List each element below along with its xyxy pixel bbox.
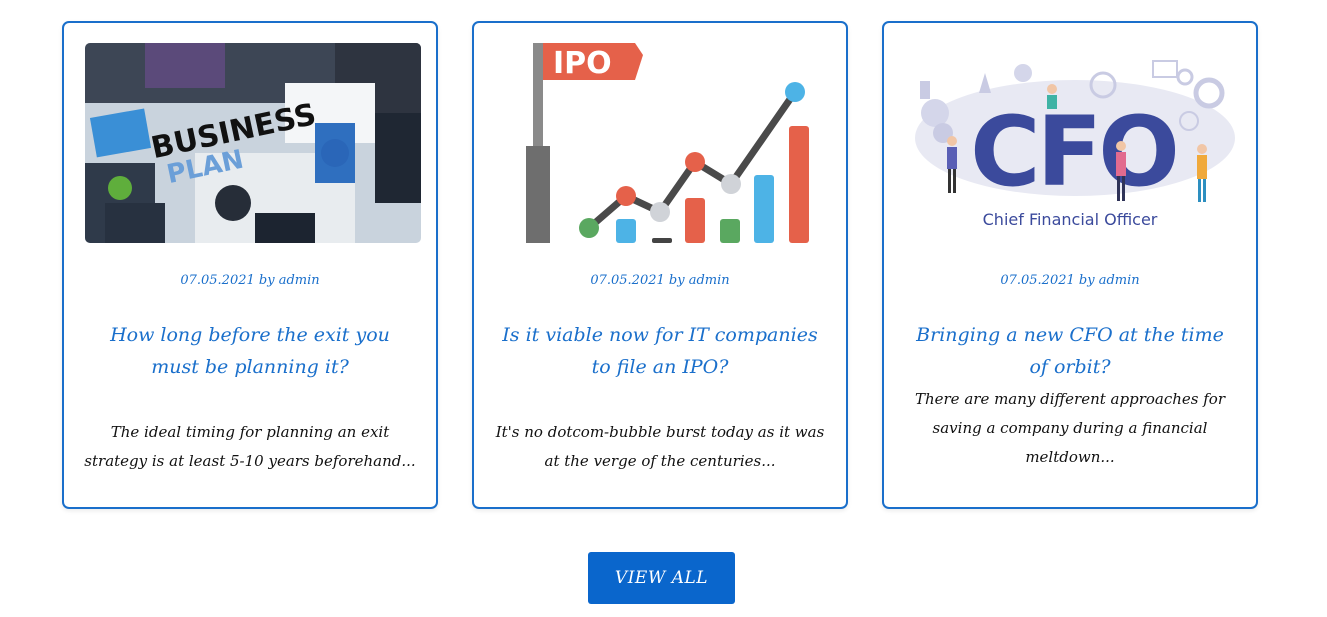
post-excerpt: There are many different approaches for … bbox=[914, 390, 1226, 466]
post-by: by bbox=[668, 273, 685, 288]
post-by: by bbox=[258, 273, 275, 288]
globe-icon bbox=[1179, 111, 1199, 131]
piggy-bank-icon bbox=[1014, 64, 1032, 82]
cfo-big-text: CFO bbox=[970, 96, 1176, 208]
person-figure-top bbox=[1047, 84, 1057, 109]
post-card-1[interactable]: BUSINESS PLAN 07.05.2021 by admin How lo… bbox=[62, 21, 438, 509]
chart-board-icon bbox=[1152, 60, 1178, 78]
post-date: 07.05.2021 bbox=[1000, 273, 1075, 288]
post-meta: 07.05.2021 by admin bbox=[884, 273, 1256, 288]
flag-base bbox=[526, 146, 550, 243]
post-excerpt: It's no dotcom-bubble burst today as it … bbox=[495, 423, 825, 470]
post-author-link[interactable]: admin bbox=[278, 273, 320, 288]
post-title-link[interactable]: How long before the exit you must be pla… bbox=[110, 324, 390, 378]
post-by: by bbox=[1078, 273, 1095, 288]
post-title-link[interactable]: Bringing a new CFO at the time of orbit? bbox=[916, 324, 1224, 378]
cfo-subtitle-text: Chief Financial Officer bbox=[983, 210, 1158, 229]
post-thumbnail-cfo[interactable]: CFO Chief Fi bbox=[905, 43, 1241, 243]
post-card-2[interactable]: IPO 07.05.2021 by admin Is it viable now… bbox=[472, 21, 848, 509]
post-meta: 07.05.2021 by admin bbox=[64, 273, 436, 288]
person-figure-middle bbox=[1116, 141, 1126, 201]
target-icon bbox=[1089, 71, 1117, 99]
post-thumbnail-business-plan[interactable]: BUSINESS PLAN bbox=[85, 43, 421, 243]
person-figure-left bbox=[947, 136, 957, 193]
flag-icon bbox=[543, 43, 643, 80]
gear-icon bbox=[1193, 77, 1225, 109]
person-figure-right bbox=[1197, 144, 1207, 202]
business-plan-image: BUSINESS PLAN bbox=[85, 43, 421, 243]
post-excerpt: The ideal timing for planning an exit st… bbox=[84, 423, 416, 470]
post-author-link[interactable]: admin bbox=[688, 273, 730, 288]
ipo-text: IPO bbox=[553, 46, 612, 81]
post-date: 07.05.2021 bbox=[180, 273, 255, 288]
post-date: 07.05.2021 bbox=[590, 273, 665, 288]
view-all-button[interactable]: VIEW ALL bbox=[588, 552, 735, 604]
post-title-link[interactable]: Is it viable now for IT companies to fil… bbox=[502, 324, 818, 378]
post-author-link[interactable]: admin bbox=[1098, 273, 1140, 288]
post-meta: 07.05.2021 by admin bbox=[474, 273, 846, 288]
rocket-icon bbox=[979, 73, 991, 93]
post-thumbnail-ipo[interactable]: IPO bbox=[495, 43, 831, 243]
flag-pole bbox=[533, 43, 543, 153]
cfo-illustration-image: CFO Chief Fi bbox=[905, 43, 1241, 243]
ipo-chart-image: IPO bbox=[495, 43, 831, 243]
post-card-3[interactable]: CFO Chief Fi bbox=[882, 21, 1258, 509]
